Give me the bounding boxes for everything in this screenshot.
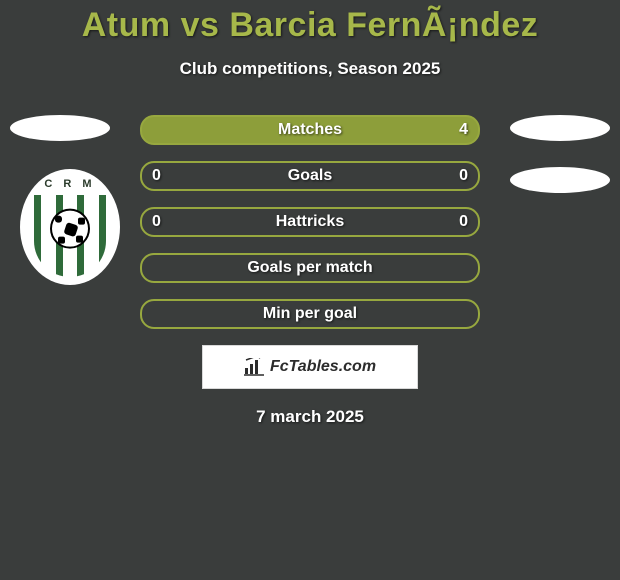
stat-label: Hattricks [276, 213, 344, 231]
stat-value-left: 0 [152, 167, 161, 185]
stat-value-left: 0 [152, 213, 161, 231]
stat-label: Min per goal [263, 305, 357, 323]
stat-value-right: 0 [459, 167, 468, 185]
stat-row: Min per goal [140, 299, 480, 329]
player-photo-placeholder-right-1 [510, 115, 610, 141]
stat-label: Goals per match [247, 259, 372, 277]
crest-letters: C R M [20, 178, 120, 190]
brand-text: FcTables.com [270, 358, 376, 376]
stat-row: Goals 0 0 [140, 161, 480, 191]
player-photo-placeholder-right-2 [510, 167, 610, 193]
soccer-ball-icon [50, 209, 90, 249]
stat-label: Matches [278, 121, 342, 139]
player-photo-placeholder-left [10, 115, 110, 141]
source-attribution: FcTables.com [202, 345, 418, 389]
stat-label: Goals [288, 167, 332, 185]
bar-chart-icon [244, 358, 264, 376]
stat-value-right: 4 [459, 121, 468, 139]
stats-rows: Matches 4 Goals 0 0 Hattricks 0 0 Goals per matc… [140, 115, 480, 329]
stat-row: Goals per match [140, 253, 480, 283]
comparison-area: C R M Matches 4 Goals 0 0 Hattricks 0 0 Goals pe… [0, 115, 620, 427]
comparison-date: 7 march 2025 [0, 407, 620, 427]
subtitle: Club competitions, Season 2025 [0, 59, 620, 79]
club-crest-left: C R M [20, 169, 120, 285]
stat-row: Hattricks 0 0 [140, 207, 480, 237]
stat-value-right: 0 [459, 213, 468, 231]
page-title: Atum vs Barcia FernÃ¡ndez [0, 0, 620, 45]
stat-row: Matches 4 [140, 115, 480, 145]
